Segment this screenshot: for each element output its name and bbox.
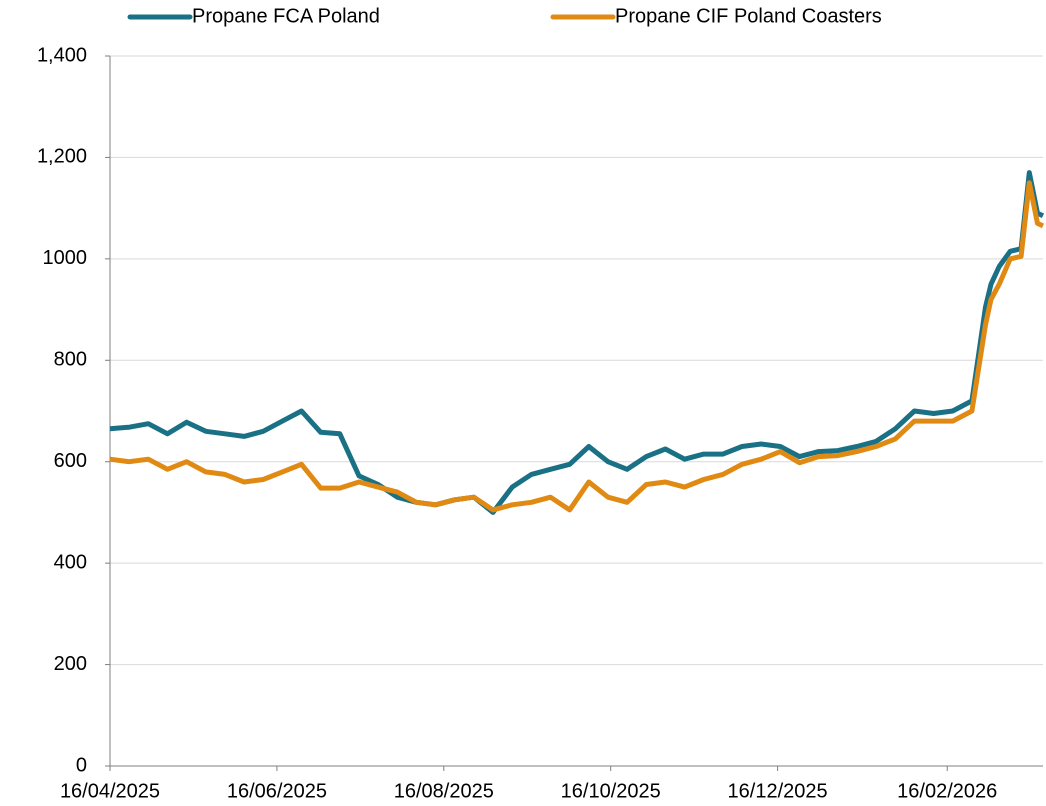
- y-tick-label: 800: [54, 349, 87, 371]
- y-tick-label: 600: [54, 450, 87, 472]
- y-tick-label: 1,200: [37, 146, 87, 168]
- y-tick-label: 0: [76, 754, 87, 776]
- legend-label: Propane FCA Poland: [192, 5, 380, 27]
- y-tick-label: 200: [54, 653, 87, 675]
- y-tick-label: 1000: [43, 247, 88, 269]
- series-line: [109, 170, 1045, 515]
- x-tick-label: 16/10/2025: [561, 780, 661, 802]
- y-tick-label: 400: [54, 551, 87, 573]
- y-tick-label: 1,400: [37, 44, 87, 66]
- series-line: [109, 180, 1045, 513]
- x-tick-label: 16/12/2025: [728, 780, 828, 802]
- legend-label: Propane CIF Poland Coasters: [615, 5, 882, 27]
- x-tick-label: 16/08/2025: [394, 780, 494, 802]
- x-tick-label: 16/06/2025: [227, 780, 327, 802]
- x-tick-label: 16/04/2025: [60, 780, 160, 802]
- x-tick-label: 16/02/2026: [897, 780, 997, 802]
